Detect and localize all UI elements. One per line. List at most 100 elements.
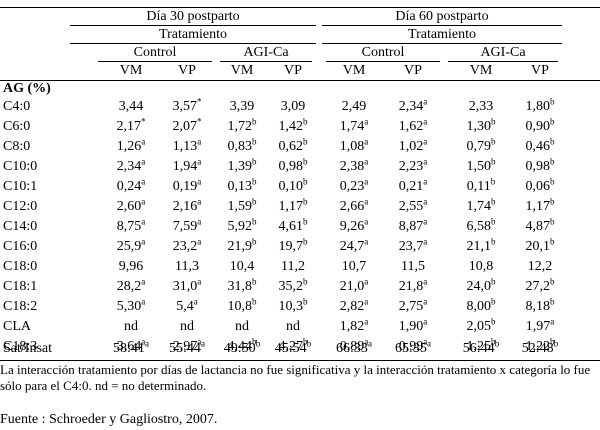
table-cell: 55:44a (169, 338, 205, 356)
category-header: VP (404, 63, 422, 78)
table-cell: 12,2 (527, 259, 553, 274)
table-cell: 9,26a (339, 216, 369, 234)
row-label: C6:0 (3, 119, 31, 134)
table-cell: 9,96 (118, 259, 144, 274)
table-cell: 2,66a (339, 196, 369, 214)
table-cell: 24,7a (339, 236, 369, 254)
row-label: C16:0 (3, 239, 38, 254)
category-header: VP (284, 63, 302, 78)
table-cell: 3,57* (172, 96, 202, 114)
table-cell: 21,0a (339, 276, 369, 294)
table-cell: 1,94a (172, 156, 202, 174)
table-cell: 0,98b (525, 156, 555, 174)
table-cell: nd (124, 319, 138, 334)
table-cell: 0,99a (398, 336, 428, 354)
table-cell: 1,02a (398, 136, 428, 154)
row-label: CLA (3, 319, 31, 334)
table-cell: 4,44b (227, 336, 257, 354)
table-cell: 0,11b (466, 176, 496, 194)
table-cell: 1,17b (278, 196, 308, 214)
table-cell: 2,75a (398, 296, 428, 314)
table-cell: 0,10b (278, 176, 308, 194)
table-cell: 1,72b (227, 116, 257, 134)
row-label: C10:0 (3, 159, 38, 174)
category-header: VM (230, 63, 254, 78)
table-cell: 2,38a (339, 156, 369, 174)
row-label: C18:2 (3, 299, 38, 314)
table-cell: 52:48b (521, 338, 559, 356)
table-cell: 23,7a (398, 236, 428, 254)
table-cell: 8,87a (398, 216, 428, 234)
treatment-header: Tratamiento (408, 27, 476, 42)
table-cell: nd (180, 319, 194, 334)
group-underline-2 (322, 25, 562, 26)
table-cell: 1,42b (278, 116, 308, 134)
category-header: VM (469, 63, 493, 78)
table-cell: 2,33 (468, 99, 494, 114)
source-citation: Fuente : Schroeder y Gagliostro, 2007. (0, 412, 218, 427)
treatment-name-underline-2 (220, 61, 312, 62)
table-cell: 21,8a (398, 276, 428, 294)
row-label: Sat/Insat (3, 341, 52, 356)
treatment-underline-2 (322, 43, 562, 44)
table-cell: 1,26a (116, 136, 146, 154)
table-cell: 0,06b (525, 176, 555, 194)
table-cell: 0,83b (227, 136, 257, 154)
table-cell: 1,50b (466, 156, 496, 174)
table-cell: 5,30a (116, 296, 146, 314)
table-cell: 1,62a (398, 116, 428, 134)
table-cell: 25,9a (116, 236, 146, 254)
row-label: C14:0 (3, 219, 38, 234)
table-cell: 2,23a (398, 156, 428, 174)
table-cell: 4,87b (525, 216, 555, 234)
table-cell: 0,46b (525, 136, 555, 154)
table-cell: 1,90a (398, 316, 428, 334)
table-cell: 10,8 (468, 259, 494, 274)
category-header: VP (531, 63, 549, 78)
treatment-name-underline-1 (98, 61, 212, 62)
table-cell: 1,08a (339, 136, 369, 154)
table-cell: 2,49 (341, 99, 367, 114)
treatment-name: Control (361, 45, 405, 60)
category-header: VM (119, 63, 143, 78)
table-cell: 3,39 (229, 99, 255, 114)
table-cell: 0,13b (227, 176, 257, 194)
top-rule (0, 7, 600, 8)
treatment-name-underline-3 (326, 61, 440, 62)
table-cell: 2,82a (339, 296, 369, 314)
treatment-header: Tratamiento (159, 27, 227, 42)
treatment-underline-1 (70, 43, 316, 44)
table-cell: 1,59b (227, 196, 257, 214)
table-cell: 11,2 (281, 259, 305, 274)
table-cell: 3,64a (116, 336, 146, 354)
table-cell: 10,7 (341, 259, 367, 274)
table-cell: 1,74a (339, 116, 369, 134)
table-cell: nd (235, 319, 249, 334)
table-cell: 1,30b (466, 116, 496, 134)
table-cell: 11,3 (175, 259, 199, 274)
table-cell: 49:50b (223, 338, 261, 356)
table-cell: 7,59a (172, 216, 202, 234)
table-cell: 4,27b (278, 336, 308, 354)
table-cell: 8,18b (525, 296, 555, 314)
row-label: C18:3 (3, 339, 38, 354)
table-cell: 31,0a (172, 276, 202, 294)
table-cell: 20,1b (525, 236, 555, 254)
table-cell: 2,60a (116, 196, 146, 214)
table-cell: 4,61b (278, 216, 308, 234)
table-cell: 1,22b (525, 336, 555, 354)
table-cell: 31,8b (227, 276, 257, 294)
table-cell: 1,74b (466, 196, 496, 214)
table-cell: 2,17* (116, 116, 146, 134)
table-cell: 1,80b (525, 96, 555, 114)
treatment-name-underline-4 (448, 61, 558, 62)
table-cell: 0,24a (116, 176, 146, 194)
treatment-name: AGI-Ca (480, 45, 526, 60)
table-cell: 0,98b (278, 156, 308, 174)
table-cell: 0,90b (525, 116, 555, 134)
category-header: VM (342, 63, 366, 78)
table-cell: 2,07* (172, 116, 202, 134)
header-bottom-rule (0, 80, 600, 81)
table-cell: 45:54b (274, 338, 312, 356)
